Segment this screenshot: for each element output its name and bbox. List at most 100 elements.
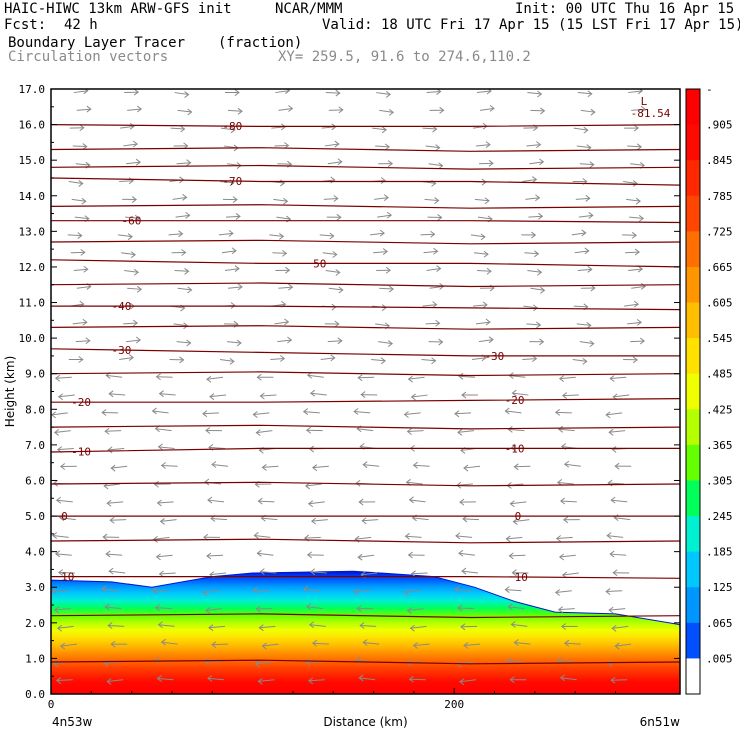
wind-vector-shaft bbox=[303, 588, 320, 592]
wind-vector-shaft bbox=[127, 108, 142, 111]
wind-vector-head bbox=[512, 518, 518, 525]
wind-vector-head bbox=[357, 553, 363, 561]
wind-vector-shaft bbox=[576, 323, 591, 326]
wind-vector-head bbox=[558, 553, 565, 561]
wind-vector-head bbox=[509, 676, 515, 684]
x-end-location: 6n51w bbox=[640, 715, 681, 729]
wind-vector-shaft bbox=[123, 322, 138, 325]
wind-vector bbox=[227, 283, 243, 291]
wind-vector-head bbox=[187, 286, 193, 294]
wind-vector bbox=[611, 624, 629, 632]
y-tick-label: 6.0 bbox=[25, 474, 45, 487]
wind-vector bbox=[104, 427, 122, 435]
wind-vector-head bbox=[555, 535, 562, 542]
wind-vector-head bbox=[254, 660, 260, 668]
colorbar-label: .125 bbox=[706, 581, 733, 594]
wind-vector-head bbox=[536, 321, 542, 329]
wind-vector bbox=[257, 497, 275, 505]
wind-vector-shaft bbox=[471, 357, 487, 360]
colorbar-swatch bbox=[686, 480, 700, 517]
wind-vector-shaft bbox=[530, 109, 545, 112]
wind-vector bbox=[371, 357, 386, 365]
wind-vector-head bbox=[633, 300, 639, 308]
wind-vector-head bbox=[531, 231, 537, 239]
wind-vector-head bbox=[159, 518, 165, 525]
wind-vector bbox=[102, 533, 120, 541]
wind-vector-head bbox=[132, 319, 139, 327]
wind-vector-head bbox=[562, 516, 569, 524]
wind-vector-shaft bbox=[558, 428, 575, 432]
wind-vector-head bbox=[385, 91, 392, 98]
y-tick-label: 11.0 bbox=[19, 297, 46, 310]
wind-vector bbox=[104, 603, 122, 611]
wind-vector-shaft bbox=[626, 198, 641, 202]
wind-vector-shaft bbox=[227, 109, 243, 112]
wind-vector bbox=[422, 125, 438, 133]
wind-vector-shaft bbox=[325, 92, 340, 94]
y-axis-label: Height (km) bbox=[3, 356, 17, 427]
wind-vector bbox=[353, 408, 371, 415]
wind-vector-shaft bbox=[159, 572, 176, 575]
isotherm-label: -10 bbox=[505, 442, 525, 455]
wind-vector bbox=[174, 91, 190, 98]
wind-vector-shaft bbox=[104, 661, 121, 664]
wind-vector-head bbox=[304, 482, 311, 490]
wind-vector bbox=[307, 677, 325, 685]
wind-vector-shaft bbox=[558, 608, 575, 611]
wind-vector bbox=[428, 162, 444, 170]
wind-vector-shaft bbox=[168, 233, 183, 236]
wind-vector-shaft bbox=[57, 625, 74, 629]
wind-vector-head bbox=[558, 375, 565, 383]
wind-vector-head bbox=[556, 656, 563, 664]
wind-vector bbox=[470, 233, 486, 241]
wind-vector bbox=[309, 389, 327, 397]
wind-vector-shaft bbox=[476, 90, 492, 94]
wind-vector-head bbox=[305, 603, 312, 610]
colorbar-swatch bbox=[686, 89, 700, 126]
wind-vector-head bbox=[534, 250, 540, 258]
wind-vector-shaft bbox=[420, 233, 435, 236]
wind-vector bbox=[122, 196, 137, 203]
wind-vector-head bbox=[536, 141, 542, 149]
wind-vector-shaft bbox=[510, 501, 527, 505]
wind-vector-shaft bbox=[227, 286, 243, 289]
wind-vector-shaft bbox=[473, 252, 489, 255]
wind-vector bbox=[158, 570, 176, 578]
wind-vector-shaft bbox=[323, 198, 338, 200]
wind-vector-head bbox=[234, 265, 240, 272]
wind-vector-head bbox=[178, 230, 184, 238]
wind-vector bbox=[221, 247, 237, 255]
wind-vector bbox=[372, 126, 387, 134]
wind-vector-shaft bbox=[478, 339, 494, 343]
wind-vector-shaft bbox=[526, 323, 541, 326]
wind-vector bbox=[511, 569, 529, 577]
wind-vector-head bbox=[359, 622, 365, 629]
wind-vector-shaft bbox=[56, 499, 73, 503]
wind-vector-head bbox=[507, 425, 513, 433]
wind-vector-shaft bbox=[218, 232, 233, 236]
wind-vector-shaft bbox=[226, 341, 242, 344]
wind-vector-shaft bbox=[208, 625, 226, 629]
colorbar-label: .725 bbox=[706, 225, 733, 238]
wind-vector-shaft bbox=[406, 481, 423, 485]
wind-vector-shaft bbox=[375, 145, 390, 148]
wind-vector bbox=[463, 642, 481, 649]
wind-vector bbox=[101, 409, 119, 416]
wind-vector-shaft bbox=[413, 643, 430, 647]
wind-vector bbox=[72, 318, 88, 326]
wind-vector-head bbox=[582, 357, 588, 365]
wind-vector-head bbox=[329, 232, 335, 240]
wind-vector-head bbox=[589, 340, 595, 348]
wind-vector bbox=[202, 589, 219, 597]
wind-vector bbox=[253, 532, 271, 539]
wind-vector bbox=[610, 676, 628, 684]
wind-vector-shaft bbox=[253, 589, 270, 592]
wind-vector-head bbox=[237, 283, 243, 291]
wind-vector-head bbox=[357, 374, 363, 382]
wind-vector bbox=[558, 375, 576, 383]
wind-vector-shaft bbox=[54, 430, 71, 433]
wind-vector-shaft bbox=[511, 623, 528, 627]
wind-vector-shaft bbox=[324, 143, 339, 147]
wind-vector-head bbox=[557, 425, 564, 433]
wind-vector-head bbox=[133, 89, 140, 96]
